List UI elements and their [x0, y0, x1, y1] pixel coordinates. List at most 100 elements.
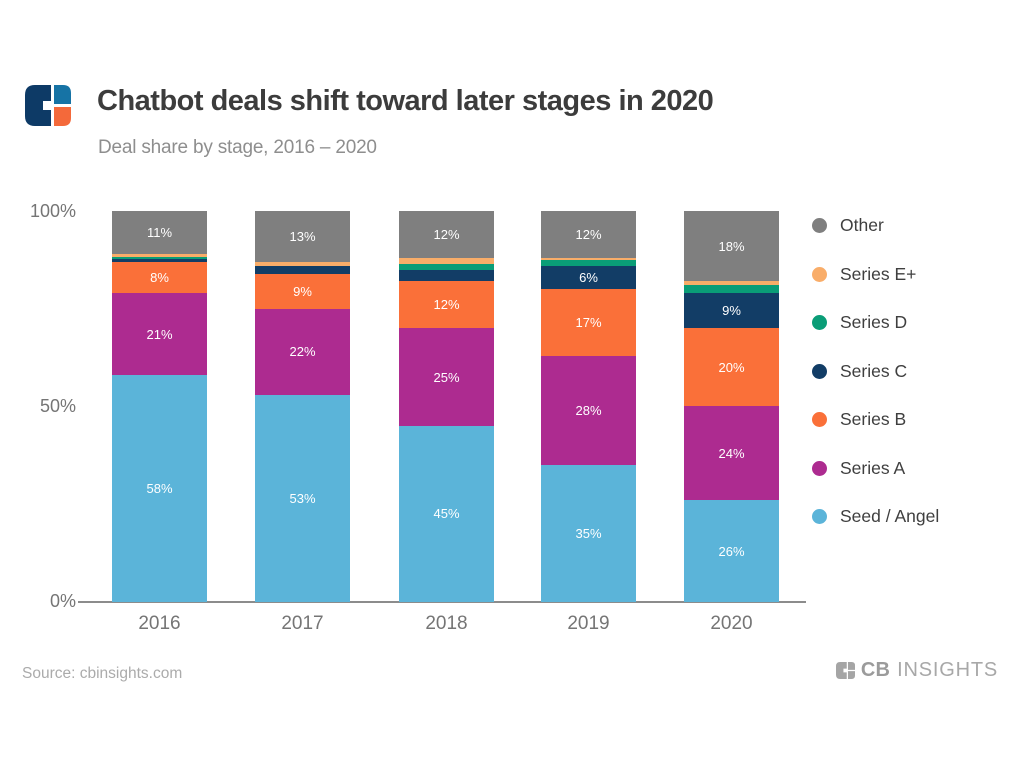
bar-segment [112, 259, 207, 262]
bar-segment [399, 263, 494, 270]
bar-segment-label: 12% [433, 226, 460, 242]
legend-dot [812, 266, 827, 282]
bar-segment: 9% [255, 273, 350, 309]
legend-item: Series C [812, 360, 939, 381]
bar-segment-label: 6% [579, 269, 598, 285]
legend-label: Series C [840, 360, 908, 381]
bar-segment-label: 22% [289, 344, 316, 360]
y-axis-tick-label: 100% [29, 201, 76, 221]
bar-segment: 25% [399, 328, 494, 426]
legend-item: Seed / Angel [812, 506, 940, 527]
bar-segment-label: 13% [289, 228, 316, 244]
bar-segment: 6% [541, 265, 636, 290]
legend-dot [812, 460, 827, 476]
bar-segment [255, 261, 350, 266]
bar-segment-label: 35% [575, 526, 602, 542]
bar-segment: 28% [541, 355, 636, 466]
bar-segment [112, 254, 207, 257]
bar-column-2020: 18% 9% 20% 24% 26% [684, 211, 779, 602]
x-axis-tick-label: 2016 [138, 613, 181, 634]
bar-segment-label: 17% [575, 314, 602, 330]
bar-segment-label: 12% [433, 297, 460, 313]
x-axis-line [78, 601, 806, 603]
bar-segment: 12% [399, 281, 494, 329]
footer-brand-light: INSIGHTS [897, 659, 998, 681]
legend-dot [812, 363, 827, 379]
bar-segment-label: 8% [150, 269, 169, 285]
bar-segment: 12% [541, 211, 636, 258]
bar-segment: 22% [255, 308, 350, 395]
bar-segment [399, 269, 494, 282]
footer-brand: CB INSIGHTS [835, 659, 998, 682]
page-title: Chatbot deals shift toward later stages … [97, 85, 714, 117]
bar-segment: 17% [541, 289, 636, 356]
bar-segment-label: 53% [289, 490, 316, 506]
footer-brand-bold: CB [860, 659, 891, 681]
bar-segment-label: 21% [146, 326, 173, 342]
legend-item: Other [812, 215, 939, 236]
bar-segment-label: 20% [718, 359, 745, 375]
bar-segment-label: 28% [575, 402, 602, 418]
y-axis-tick-label: 50% [39, 396, 76, 416]
bar-column-2016: 11% 8% 21% 58% [112, 211, 207, 602]
bar-segment-label: 45% [433, 506, 460, 522]
bar-segment-label: 9% [293, 283, 312, 299]
legend-dot [812, 509, 827, 525]
bar-segment [541, 259, 636, 266]
legend-item: Series B [812, 409, 939, 430]
legend-item: Series A [812, 457, 939, 478]
cbinsights-logo-icon [25, 85, 71, 126]
bar-segment: 53% [255, 394, 350, 602]
x-axis-tick-label: 2017 [281, 613, 324, 634]
bar-segment: 8% [112, 261, 207, 294]
bar-segment-label: 58% [146, 481, 173, 497]
legend-label: Series E+ [840, 263, 917, 284]
bar-segment [684, 281, 779, 286]
x-axis-tick-label: 2018 [425, 613, 468, 634]
legend-label: Series D [840, 312, 908, 333]
legend-label: Seed / Angel [840, 506, 940, 527]
legend-dot [812, 412, 827, 428]
legend-label: Series A [840, 457, 906, 478]
bar-column-2017: 13% 9% 22% 53% [255, 211, 350, 602]
bar-segment-label: 11% [146, 225, 173, 240]
legend-dot [812, 218, 827, 234]
bar-segment: 45% [399, 426, 494, 602]
bar-segment-label: 25% [433, 369, 460, 385]
legend-item: Series D [812, 312, 939, 333]
bar-segment: 18% [684, 211, 779, 282]
x-axis-tick-label: 2019 [567, 613, 610, 634]
bar-segment [399, 257, 494, 264]
bar-segment: 13% [255, 211, 350, 262]
legend-item: Series E+ [812, 263, 939, 284]
legend-label: Series B [840, 409, 907, 430]
bar-segment-label: 24% [718, 445, 745, 461]
bar-segment: 21% [112, 293, 207, 376]
bar-segment: 9% [684, 293, 779, 329]
y-axis-tick-label: 0% [49, 591, 76, 611]
bar-segment-label: 12% [575, 226, 602, 242]
bar-column-2018: 12% 12% 25% 45% [399, 211, 494, 602]
bar-segment: 24% [684, 406, 779, 501]
bar-segment: 20% [684, 328, 779, 407]
chart-legend: Other Series E+ Series D Series C Series B Se… [812, 215, 940, 527]
bar-segment [684, 285, 779, 294]
legend-label: Other [840, 215, 884, 236]
bar-segment-label: 26% [718, 543, 745, 559]
page-subtitle: Deal share by stage, 2016 – 2020 [98, 137, 377, 158]
bar-segment [255, 265, 350, 274]
bar-column-2019: 12% 6% 17% 28% 35% [541, 211, 636, 602]
cbinsights-mark-icon [835, 662, 855, 679]
bar-segment: 26% [684, 500, 779, 602]
source-text: Source: cbinsights.com [22, 665, 183, 682]
bar-segment: 11% [112, 211, 207, 254]
bar-segment-label: 18% [718, 238, 745, 254]
bar-segment: 12% [399, 211, 494, 258]
bar-segment [112, 256, 207, 260]
legend-dot [812, 315, 827, 331]
bar-segment-label: 9% [722, 303, 741, 319]
bar-segment: 58% [112, 375, 207, 602]
bar-segment: 35% [541, 465, 636, 602]
